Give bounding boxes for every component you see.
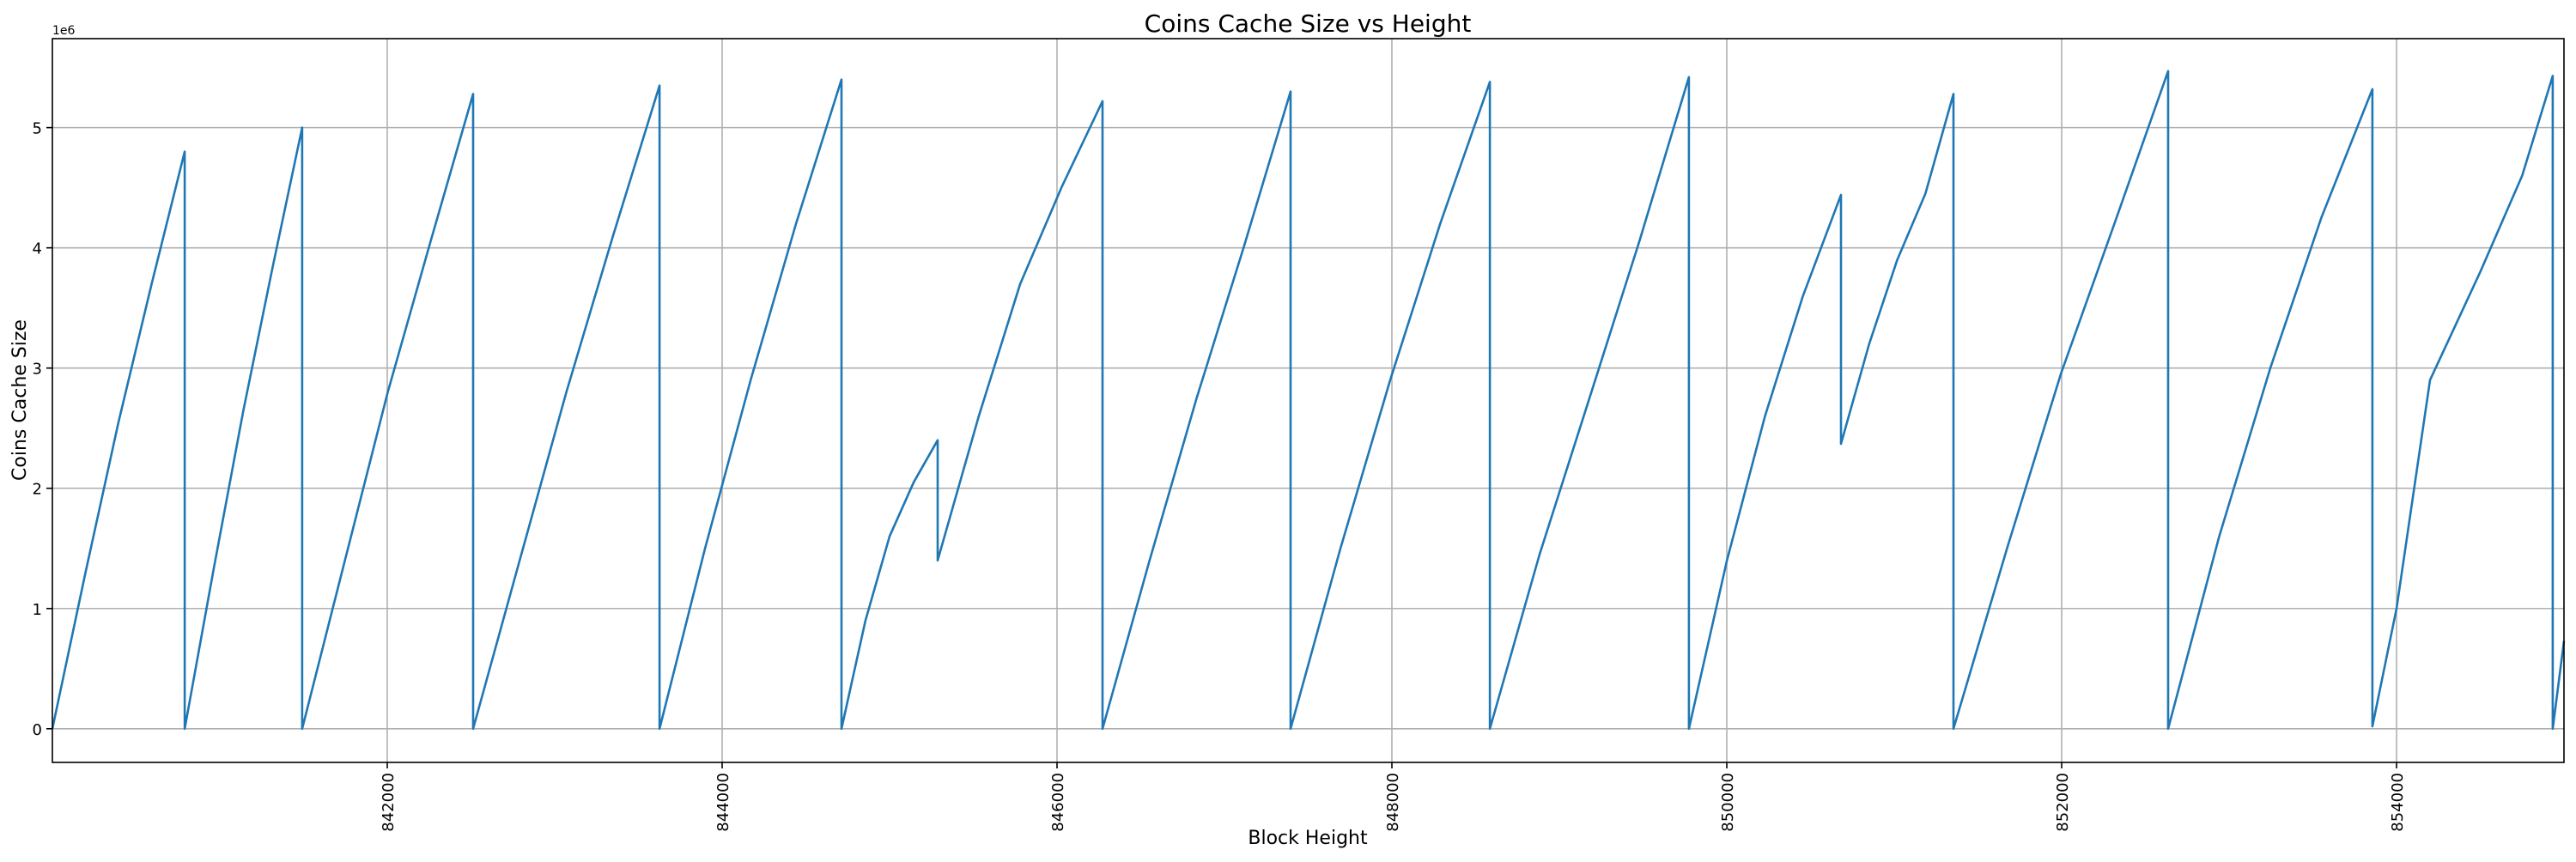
y-tick-label: 0 [33,721,42,739]
x-tick-label: 854000 [2389,773,2407,832]
series-line [51,70,2566,731]
x-axis-label: Block Height [1248,828,1368,849]
x-tick-label: 844000 [714,773,732,832]
ticks: 842000 844000 846000 848000 850000 852000 8540… [33,120,2407,832]
x-tick-label: 846000 [1049,773,1067,832]
x-tick-label: 848000 [1384,773,1402,832]
y-tick-label: 1 [33,601,42,619]
chart-title: Coins Cache Size vs Height [1145,9,1472,38]
plot-frame [52,38,2565,763]
x-tick-label: 852000 [2054,773,2072,832]
y-offset-label: 1e6 [52,24,76,38]
grid [52,39,2564,762]
x-tick-label: 850000 [1719,773,1737,832]
y-tick-label: 2 [33,481,42,499]
y-tick-label: 4 [33,240,42,258]
y-axis-label: Coins Cache Size [9,319,31,481]
x-tick-label: 842000 [380,773,398,832]
y-tick-label: 3 [33,361,42,379]
y-tick-label: 5 [33,120,42,138]
